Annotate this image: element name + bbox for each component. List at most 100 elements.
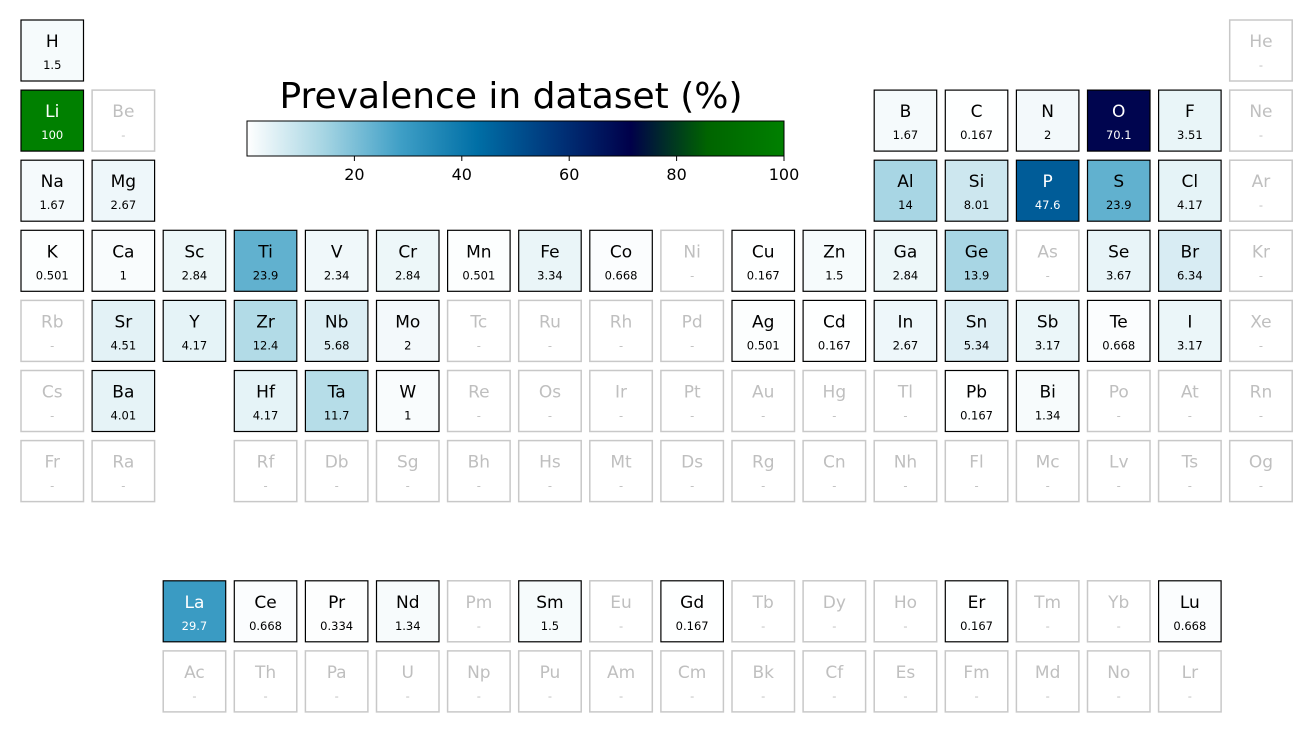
element-value: 0.668 [1173, 619, 1206, 633]
element-value: 0.668 [1102, 338, 1135, 352]
element-cell-box [162, 650, 227, 713]
element-symbol: Fl [969, 453, 984, 473]
element-cell-box [91, 89, 156, 152]
element-symbol: Ta [327, 383, 346, 403]
element-cell-ag: Ag 0.501 [731, 299, 796, 362]
element-cell-fl: Fl - [944, 439, 1009, 503]
element-value: 0.334 [320, 619, 353, 633]
element-symbol: Y [188, 312, 200, 332]
element-cell-p: P 47.6 [1015, 159, 1080, 222]
element-value: 2.84 [893, 268, 919, 282]
element-value: 70.1 [1106, 128, 1132, 142]
element-symbol: Kr [1252, 242, 1270, 262]
element-cell-box [446, 299, 511, 363]
element-cell-box [944, 580, 1009, 643]
element-value: - [619, 619, 623, 633]
element-cell-ce: Ce 0.668 [233, 580, 298, 643]
element-value: 2.84 [395, 268, 421, 282]
element-cell-lv: Lv - [1086, 439, 1151, 503]
element-cell-lu: Lu 0.668 [1157, 580, 1222, 643]
element-value: - [50, 338, 54, 352]
element-cell-ca: Ca 1 [91, 229, 156, 292]
element-cell-box [233, 229, 298, 292]
element-cell-box [446, 650, 511, 713]
element-cell-box [304, 229, 369, 292]
element-value: 1.34 [395, 619, 421, 633]
element-value: - [1188, 479, 1192, 493]
element-symbol: Ac [184, 663, 205, 683]
element-cell-box [233, 439, 298, 503]
element-cell-box [660, 650, 725, 713]
element-value: 1.5 [825, 268, 843, 282]
element-symbol: Re [468, 383, 490, 403]
element-value: - [1046, 689, 1050, 703]
element-cell-li: Li 100 [20, 89, 85, 152]
element-cell-pm: Pm - [446, 580, 511, 643]
element-value: - [619, 479, 623, 493]
element-cell-box [944, 650, 1009, 713]
element-value: 3.17 [1035, 338, 1061, 352]
element-symbol: Tb [752, 593, 774, 613]
element-cell-la: La 29.7 [162, 580, 227, 643]
element-cell-box [20, 229, 85, 292]
element-cell-s: S 23.9 [1086, 159, 1151, 222]
element-cell-box [233, 650, 298, 713]
element-value: 8.01 [964, 198, 990, 212]
element-cell-ru: Ru - [517, 299, 582, 363]
element-cell-xe: Xe - [1228, 299, 1293, 363]
element-cell-hg: Hg - [802, 369, 867, 433]
element-cell-au: Au - [731, 369, 796, 433]
element-cell-box [517, 650, 582, 713]
element-value: 14 [898, 198, 913, 212]
element-cell-box [873, 650, 938, 713]
element-symbol: Be [112, 102, 134, 122]
element-value: - [1259, 268, 1263, 282]
element-cell-ir: Ir - [589, 369, 654, 433]
element-cell-box [1157, 580, 1222, 643]
element-cell-box [1157, 369, 1222, 433]
element-symbol: Bi [1039, 383, 1055, 403]
element-cell-k: K 0.501 [20, 229, 85, 292]
element-cell-box [1015, 89, 1080, 152]
element-value: 0.167 [747, 268, 780, 282]
element-value: 1.34 [1035, 409, 1061, 423]
element-cell-box [1015, 369, 1080, 433]
element-symbol: Co [610, 242, 632, 262]
element-symbol: Mt [610, 453, 632, 473]
element-value: - [335, 479, 339, 493]
element-symbol: Rn [1250, 383, 1273, 403]
element-symbol: Rf [257, 453, 276, 473]
element-cell-box [944, 159, 1009, 222]
element-cell-box [20, 159, 85, 222]
element-symbol: Tl [897, 383, 913, 403]
element-value: 4.01 [111, 409, 137, 423]
element-symbol: Fe [540, 242, 559, 262]
element-cell-cu: Cu 0.167 [731, 229, 796, 292]
element-cell-sr: Sr 4.51 [91, 299, 156, 362]
element-cell-cr: Cr 2.84 [375, 229, 440, 292]
element-value: 2.34 [324, 268, 350, 282]
element-symbol: Hf [256, 383, 276, 403]
element-cell-v: V 2.34 [304, 229, 369, 292]
element-cell-na: Na 1.67 [20, 159, 85, 222]
element-cell-box [20, 89, 85, 152]
element-symbol: I [1187, 312, 1192, 332]
element-value: - [263, 479, 267, 493]
element-cell-at: At - [1157, 369, 1222, 433]
element-symbol: Yb [1107, 593, 1129, 613]
element-value: 11.7 [324, 409, 350, 423]
element-symbol: Pu [540, 663, 561, 683]
element-cell-mo: Mo 2 [375, 299, 440, 362]
element-cell-np: Np - [446, 650, 511, 713]
colorbar-tick-label: 40 [452, 165, 472, 184]
element-cell-box [518, 580, 582, 643]
element-value: - [477, 338, 481, 352]
element-symbol: B [900, 102, 912, 122]
element-cell-cm: Cm - [660, 650, 725, 713]
element-cell-ge: Ge 13.9 [944, 229, 1009, 292]
element-cell-he: He - [1228, 19, 1293, 82]
element-symbol: Po [1109, 383, 1129, 403]
element-symbol: Er [968, 593, 986, 613]
element-cell-sc: Sc 2.84 [162, 229, 227, 292]
element-value: 0.167 [960, 619, 993, 633]
